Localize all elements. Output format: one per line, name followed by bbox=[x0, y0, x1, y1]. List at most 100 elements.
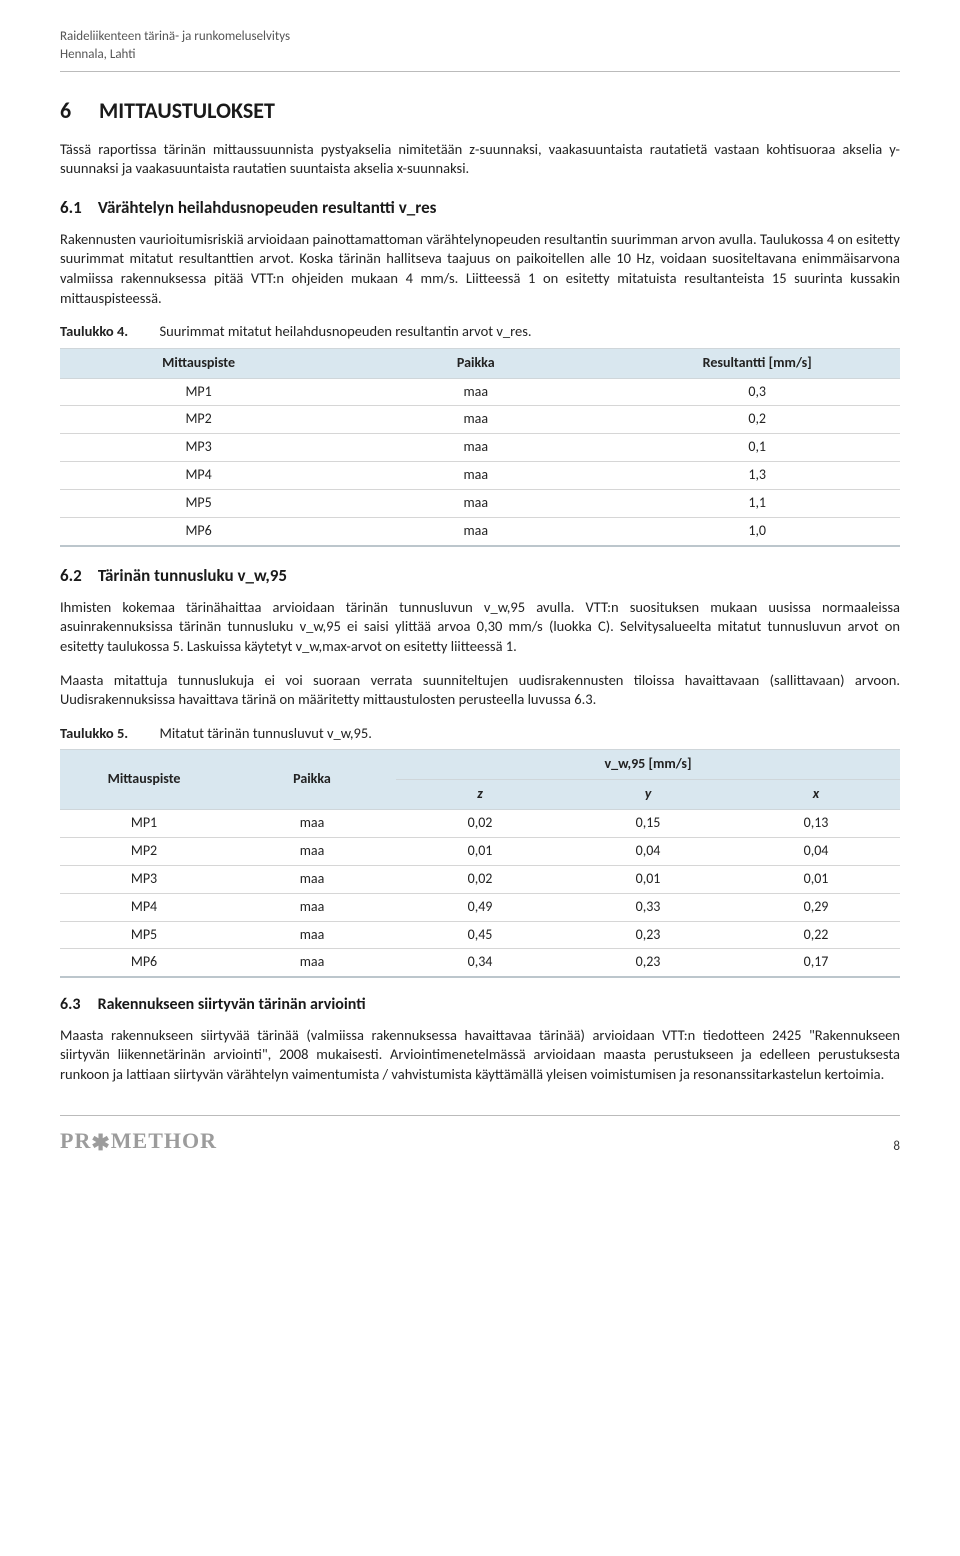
table-row: MP1 maa 0,02 0,15 0,13 bbox=[60, 809, 900, 837]
cell: maa bbox=[228, 921, 396, 949]
cell: MP5 bbox=[60, 921, 228, 949]
table5-caption: Taulukko 5. Mitatut tärinän tunnusluvut … bbox=[60, 724, 900, 744]
cell: MP1 bbox=[60, 809, 228, 837]
cell: maa bbox=[337, 490, 614, 518]
cell: 0,49 bbox=[396, 893, 564, 921]
table5-sub-z: z bbox=[396, 780, 564, 810]
section-6-intro: Tässä raportissa tärinän mittaussuunnist… bbox=[60, 140, 900, 179]
cell: MP3 bbox=[60, 865, 228, 893]
table4-col-mittauspiste: Mittauspiste bbox=[60, 348, 337, 378]
cell: 0,17 bbox=[732, 949, 900, 977]
section-6-3-number: 6.3 bbox=[60, 994, 94, 1016]
cell: 0,3 bbox=[614, 378, 900, 406]
table-row: MP4 maa 1,3 bbox=[60, 462, 900, 490]
section-6-1-number: 6.1 bbox=[60, 197, 94, 220]
cell: 1,0 bbox=[614, 518, 900, 546]
cell: 1,3 bbox=[614, 462, 900, 490]
section-6-2-title: Tärinän tunnusluku v_w,95 bbox=[98, 565, 287, 586]
logo-text-right: METHOR bbox=[111, 1128, 217, 1153]
cell: 0,04 bbox=[564, 837, 732, 865]
table4-col-paikka: Paikka bbox=[337, 348, 614, 378]
cell: 0,2 bbox=[614, 406, 900, 434]
cell: 0,15 bbox=[564, 809, 732, 837]
cell: 0,13 bbox=[732, 809, 900, 837]
section-6-2-p1: Ihmisten kokemaa tärinähaittaa arvioidaa… bbox=[60, 598, 900, 657]
cell: 0,01 bbox=[396, 837, 564, 865]
table5-caption-label: Taulukko 5. bbox=[60, 724, 128, 742]
cell: MP3 bbox=[60, 434, 337, 462]
cell: 0,04 bbox=[732, 837, 900, 865]
table-row: MP5 maa 1,1 bbox=[60, 490, 900, 518]
table4-col-resultantti: Resultantti [mm/s] bbox=[614, 348, 900, 378]
cell: maa bbox=[337, 462, 614, 490]
section-6-number: 6 bbox=[60, 96, 94, 126]
logo-text-left: PR bbox=[60, 1128, 91, 1153]
cell: 0,02 bbox=[396, 809, 564, 837]
cell: maa bbox=[337, 378, 614, 406]
table-row: MP6 maa 0,34 0,23 0,17 bbox=[60, 949, 900, 977]
cell: maa bbox=[337, 406, 614, 434]
section-6-2-p2: Maasta mitattuja tunnuslukuja ei voi suo… bbox=[60, 671, 900, 710]
cell: 0,23 bbox=[564, 949, 732, 977]
table-row: MP4 maa 0,49 0,33 0,29 bbox=[60, 893, 900, 921]
table5-sub-x: x bbox=[732, 780, 900, 810]
section-6-3-heading: 6.3 Rakennukseen siirtyvän tärinän arvio… bbox=[60, 994, 900, 1016]
cell: MP5 bbox=[60, 490, 337, 518]
section-6-1-heading: 6.1 Värähtelyn heilahdusnopeuden resulta… bbox=[60, 197, 900, 220]
cell: maa bbox=[228, 893, 396, 921]
table-row: MP3 maa 0,1 bbox=[60, 434, 900, 462]
cell: 0,34 bbox=[396, 949, 564, 977]
table-row: MP6 maa 1,0 bbox=[60, 518, 900, 546]
table4-caption: Taulukko 4. Suurimmat mitatut heilahdusn… bbox=[60, 322, 900, 342]
cell: 0,02 bbox=[396, 865, 564, 893]
page-footer: PR✱METHOR 8 bbox=[60, 1115, 900, 1156]
section-6-title: MITTAUSTULOKSET bbox=[99, 97, 275, 124]
header-title: Raideliikenteen tärinä- ja runkomeluselv… bbox=[60, 28, 900, 46]
cell: MP4 bbox=[60, 462, 337, 490]
table5-group-header: v_w,95 [mm/s] bbox=[396, 750, 900, 780]
cell: maa bbox=[228, 865, 396, 893]
table5-caption-text: Mitatut tärinän tunnusluvut v_w,95. bbox=[159, 724, 371, 742]
cell: 0,29 bbox=[732, 893, 900, 921]
section-6-1-p1: Rakennusten vaurioitumisriskiä arvioidaa… bbox=[60, 230, 900, 308]
cell: MP6 bbox=[60, 949, 228, 977]
table4-caption-label: Taulukko 4. bbox=[60, 322, 128, 340]
cell: maa bbox=[337, 518, 614, 546]
table5: Mittauspiste Paikka v_w,95 [mm/s] z y x … bbox=[60, 749, 900, 978]
gear-icon: ✱ bbox=[91, 1128, 110, 1158]
table-row: MP2 maa 0,01 0,04 0,04 bbox=[60, 837, 900, 865]
section-6-2-number: 6.2 bbox=[60, 565, 94, 588]
section-6-2-heading: 6.2 Tärinän tunnusluku v_w,95 bbox=[60, 565, 900, 588]
cell: 0,33 bbox=[564, 893, 732, 921]
page-number: 8 bbox=[893, 1138, 900, 1156]
header-rule bbox=[60, 71, 900, 72]
cell: 0,45 bbox=[396, 921, 564, 949]
section-6-3-p1: Maasta rakennukseen siirtyvää tärinää (v… bbox=[60, 1026, 900, 1085]
cell: maa bbox=[228, 837, 396, 865]
table4-header-row: Mittauspiste Paikka Resultantti [mm/s] bbox=[60, 348, 900, 378]
table4: Mittauspiste Paikka Resultantti [mm/s] M… bbox=[60, 348, 900, 547]
table-row: MP5 maa 0,45 0,23 0,22 bbox=[60, 921, 900, 949]
section-6-heading: 6 MITTAUSTULOKSET bbox=[60, 96, 900, 126]
header-subtitle: Hennala, Lahti bbox=[60, 46, 900, 64]
cell: 0,01 bbox=[732, 865, 900, 893]
cell: maa bbox=[337, 434, 614, 462]
cell: 0,22 bbox=[732, 921, 900, 949]
table5-header-row-1: Mittauspiste Paikka v_w,95 [mm/s] bbox=[60, 750, 900, 780]
cell: MP2 bbox=[60, 406, 337, 434]
table5-col-mittauspiste: Mittauspiste bbox=[60, 750, 228, 810]
table-row: MP3 maa 0,02 0,01 0,01 bbox=[60, 865, 900, 893]
section-6-1-title: Värähtelyn heilahdusnopeuden resultantti… bbox=[98, 197, 437, 218]
cell: MP6 bbox=[60, 518, 337, 546]
page-header: Raideliikenteen tärinä- ja runkomeluselv… bbox=[60, 28, 900, 63]
table-row: MP2 maa 0,2 bbox=[60, 406, 900, 434]
cell: maa bbox=[228, 809, 396, 837]
cell: MP4 bbox=[60, 893, 228, 921]
table5-sub-y: y bbox=[564, 780, 732, 810]
cell: MP1 bbox=[60, 378, 337, 406]
cell: 0,01 bbox=[564, 865, 732, 893]
table5-col-paikka: Paikka bbox=[228, 750, 396, 810]
cell: maa bbox=[228, 949, 396, 977]
section-6-3-title: Rakennukseen siirtyvän tärinän arviointi bbox=[98, 995, 366, 1014]
table4-caption-text: Suurimmat mitatut heilahdusnopeuden resu… bbox=[159, 322, 531, 340]
